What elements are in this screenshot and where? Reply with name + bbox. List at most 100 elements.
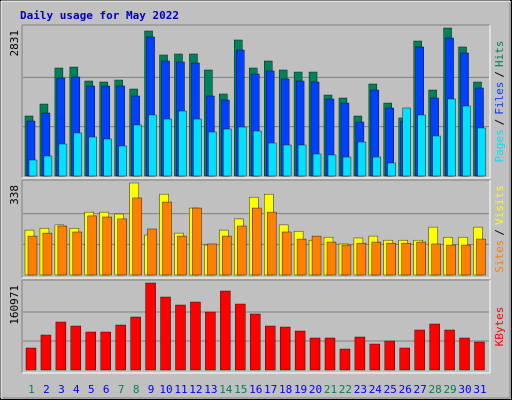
legend-entry: Sites xyxy=(493,240,506,273)
bar xyxy=(326,241,337,276)
legend-separator: / xyxy=(493,71,506,78)
bar xyxy=(476,238,486,276)
bar xyxy=(100,331,111,371)
bar xyxy=(414,329,425,371)
bar xyxy=(354,336,366,371)
x-tick-label: 4 xyxy=(73,383,80,396)
bar xyxy=(42,232,53,276)
bar xyxy=(207,243,217,276)
x-tick-label: 23 xyxy=(354,383,367,396)
bar xyxy=(223,128,232,177)
x-tick-label: 28 xyxy=(429,383,442,396)
x-tick-label: 10 xyxy=(159,383,172,396)
x-tick-label: 3 xyxy=(58,383,65,396)
bar xyxy=(25,347,37,371)
legend: Sites / Visits xyxy=(493,185,506,273)
bar xyxy=(312,153,322,177)
bar xyxy=(372,156,382,177)
bar xyxy=(252,207,262,276)
bar xyxy=(429,323,440,371)
bar xyxy=(281,231,292,276)
x-tick-label: 21 xyxy=(324,383,337,396)
bar xyxy=(369,343,381,371)
bar xyxy=(282,144,292,177)
bar xyxy=(160,296,171,371)
bar xyxy=(115,324,126,371)
bar xyxy=(133,124,142,177)
legend-entry: Pages xyxy=(493,129,506,162)
x-tick-label: 31 xyxy=(473,383,486,396)
y-tick-label: 160971 xyxy=(8,285,21,325)
bar xyxy=(118,145,127,177)
x-tick-label: 18 xyxy=(279,383,292,396)
x-tick-label: 1 xyxy=(28,383,35,396)
bar xyxy=(446,244,456,276)
bar xyxy=(309,337,321,371)
bar xyxy=(57,225,68,276)
x-tick-label: 27 xyxy=(414,383,427,396)
bar xyxy=(208,131,217,177)
bar xyxy=(294,330,306,371)
legend-separator: / xyxy=(493,229,506,236)
bar xyxy=(117,218,127,276)
bar xyxy=(268,142,277,177)
legend-entry: Files xyxy=(493,82,506,115)
bar xyxy=(297,144,307,177)
bar xyxy=(416,241,426,276)
chart-title: Daily usage for May 2022 xyxy=(20,9,179,22)
bar xyxy=(265,325,276,371)
bar xyxy=(163,118,172,177)
x-tick-label: 9 xyxy=(148,383,155,396)
legend-separator: / xyxy=(493,119,506,126)
bar xyxy=(27,235,38,276)
legend: KBytes xyxy=(493,307,506,347)
x-tick-label: 24 xyxy=(369,383,383,396)
bar xyxy=(177,235,187,276)
bar xyxy=(341,244,352,276)
x-tick-label: 7 xyxy=(118,383,125,396)
bar xyxy=(220,290,231,371)
bar xyxy=(461,244,471,276)
bar xyxy=(401,242,411,276)
bar xyxy=(73,132,83,177)
bar xyxy=(85,331,97,371)
bar xyxy=(327,154,337,177)
bar xyxy=(387,162,396,177)
y-tick-label: 338 xyxy=(8,185,21,205)
bar xyxy=(237,225,247,276)
bar xyxy=(474,341,485,371)
x-tick-label: 25 xyxy=(384,383,397,396)
x-tick-label: 8 xyxy=(133,383,140,396)
bar xyxy=(432,135,441,177)
bar xyxy=(162,201,172,276)
bar xyxy=(384,340,395,371)
x-tick-label: 11 xyxy=(174,383,187,396)
bar xyxy=(87,215,98,276)
bar xyxy=(296,238,307,276)
bar xyxy=(145,282,156,371)
x-tick-label: 15 xyxy=(234,383,247,396)
x-tick-label: 14 xyxy=(219,383,233,396)
bar xyxy=(238,126,247,177)
y-tick-label: 2831 xyxy=(8,30,21,57)
bar xyxy=(402,107,411,177)
bar xyxy=(102,216,112,276)
bar xyxy=(447,98,456,177)
x-tick-label: 2 xyxy=(43,383,50,396)
bar xyxy=(103,138,112,177)
x-tick-label: 6 xyxy=(103,383,110,396)
bar xyxy=(477,127,486,177)
bar xyxy=(55,321,67,371)
x-tick-label: 30 xyxy=(458,383,471,396)
x-tick-label: 13 xyxy=(204,383,217,396)
x-tick-label: 22 xyxy=(339,383,352,396)
bar xyxy=(88,136,98,177)
bar xyxy=(190,301,201,371)
bar xyxy=(178,110,187,177)
bar xyxy=(399,347,410,371)
bar xyxy=(147,228,157,276)
bar xyxy=(250,313,261,371)
x-tick-label: 17 xyxy=(264,383,277,396)
x-tick-label: 29 xyxy=(443,383,456,396)
bar xyxy=(279,326,291,371)
